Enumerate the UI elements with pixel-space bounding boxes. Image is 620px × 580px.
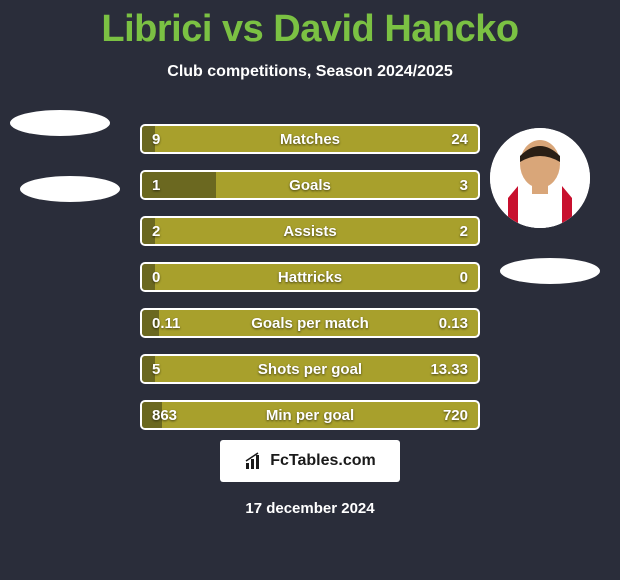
stat-value-right: 24 <box>451 126 468 152</box>
stat-row: 1Goals3 <box>140 170 480 200</box>
stat-value-right: 0.13 <box>439 310 468 336</box>
player-right-avatar <box>490 128 590 228</box>
player-left-badge <box>10 110 110 136</box>
fctables-logo: FcTables.com <box>220 440 400 482</box>
comparison-date: 17 december 2024 <box>0 500 620 517</box>
player-left-badge-2 <box>20 176 120 202</box>
stat-label: Assists <box>142 218 478 244</box>
stat-label: Goals per match <box>142 310 478 336</box>
chart-icon <box>244 451 264 471</box>
stat-row: 2Assists2 <box>140 216 480 246</box>
stat-row: 5Shots per goal13.33 <box>140 354 480 384</box>
stat-value-right: 3 <box>460 172 468 198</box>
player-right-badge <box>500 258 600 284</box>
comparison-title: Librici vs David Hancko <box>0 0 620 51</box>
stat-label: Shots per goal <box>142 356 478 382</box>
stat-label: Hattricks <box>142 264 478 290</box>
stat-row: 0.11Goals per match0.13 <box>140 308 480 338</box>
stats-bars: 9Matches24 1Goals3 2Assists2 0Hattricks0 0.1… <box>140 124 480 446</box>
stat-value-right: 13.33 <box>430 356 468 382</box>
stat-value-right: 0 <box>460 264 468 290</box>
stat-row: 863Min per goal720 <box>140 400 480 430</box>
stat-row: 0Hattricks0 <box>140 262 480 292</box>
stat-label: Min per goal <box>142 402 478 428</box>
stat-row: 9Matches24 <box>140 124 480 154</box>
stat-label: Matches <box>142 126 478 152</box>
stat-label: Goals <box>142 172 478 198</box>
stat-value-right: 720 <box>443 402 468 428</box>
comparison-subtitle: Club competitions, Season 2024/2025 <box>0 63 620 81</box>
logo-text: FcTables.com <box>270 452 376 470</box>
stat-value-right: 2 <box>460 218 468 244</box>
